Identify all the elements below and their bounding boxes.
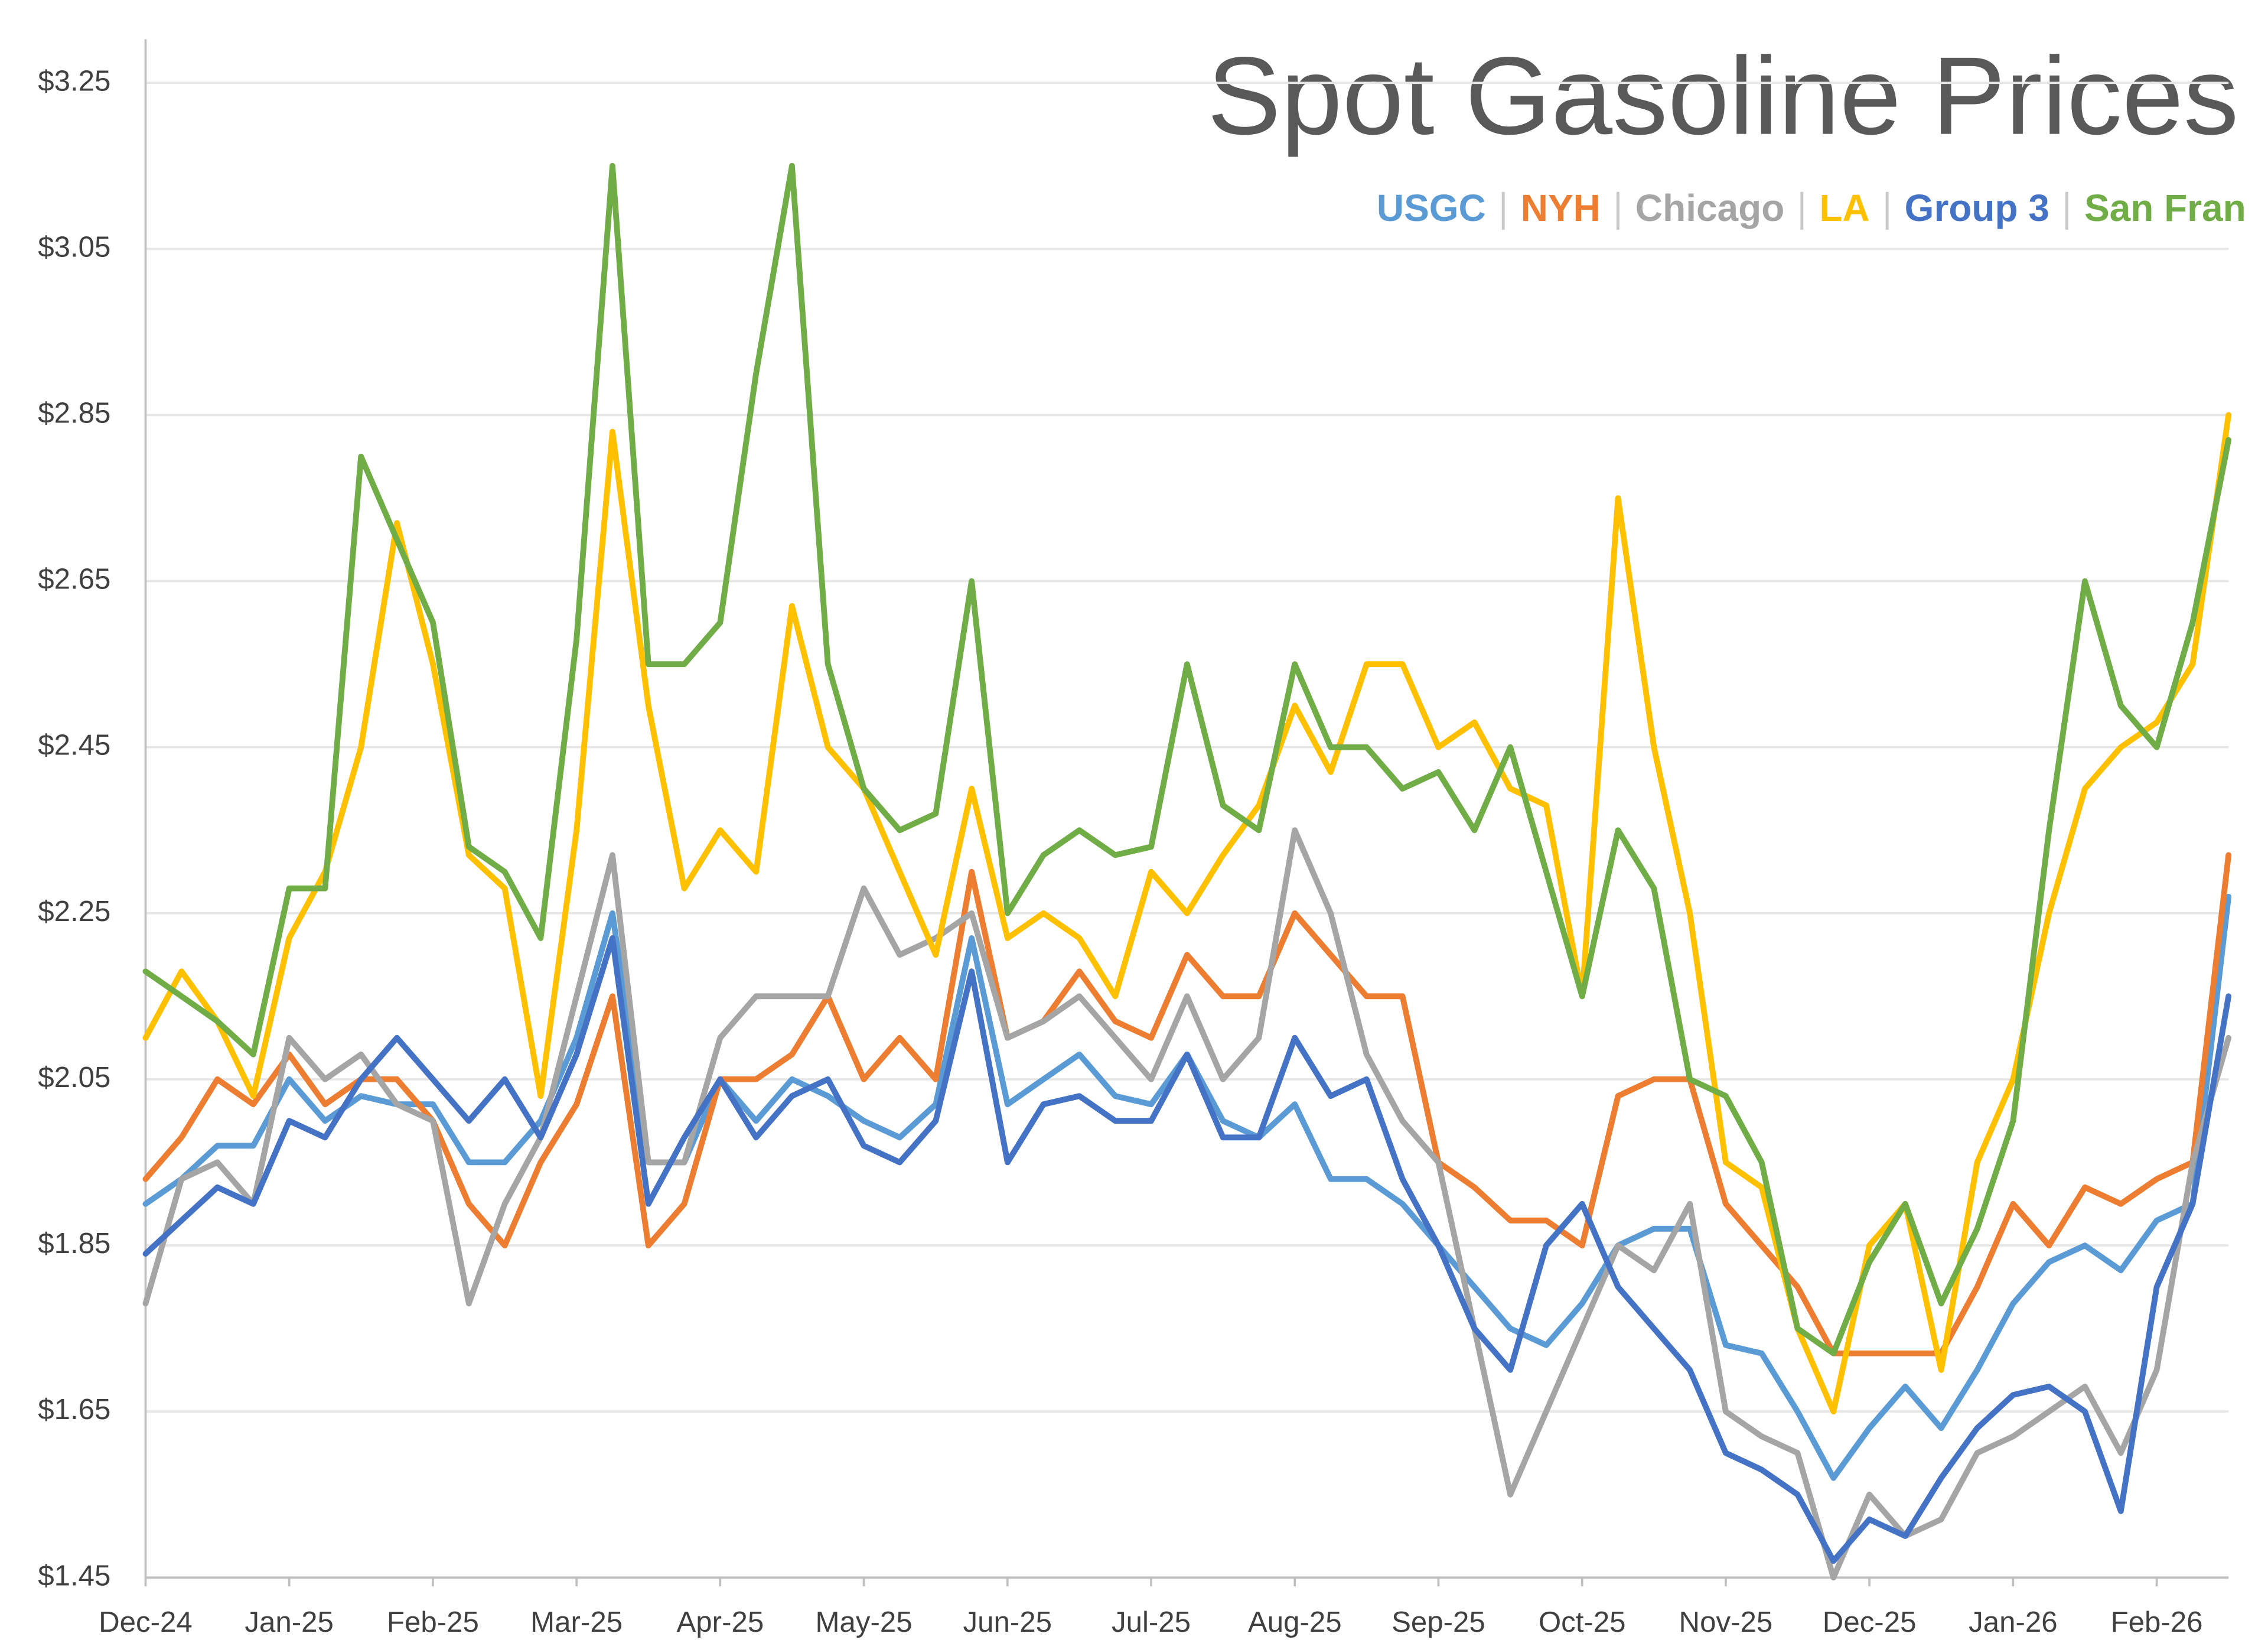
series-line <box>142 412 2232 1415</box>
series-line <box>142 162 2232 1356</box>
x-tick-label: Sep-25 <box>1392 1606 1485 1638</box>
x-tick-label: Mar-25 <box>530 1606 623 1638</box>
y-tick-label: $2.05 <box>38 1061 110 1094</box>
legend-entry: Chicago <box>1635 187 1784 229</box>
y-tick-label: $2.65 <box>38 563 110 596</box>
x-tick-label: Feb-25 <box>387 1606 479 1638</box>
x-tick-label: Feb-26 <box>2111 1606 2203 1638</box>
x-tick-label: Dec-25 <box>1823 1606 1917 1638</box>
y-tick-label: $3.25 <box>38 64 110 97</box>
legend-entry: LA <box>1819 187 1869 229</box>
legend-entry: San Fran <box>2084 187 2246 229</box>
y-tick-label: $2.85 <box>38 396 110 429</box>
series-line <box>142 827 2232 1581</box>
x-tick-label: May-25 <box>816 1606 913 1638</box>
y-tick-label: $3.05 <box>38 230 110 263</box>
x-tick-label: Aug-25 <box>1248 1606 1342 1638</box>
y-tick-label: $1.45 <box>38 1559 110 1592</box>
y-tick-label: $2.25 <box>38 895 110 928</box>
y-tick-label: $1.85 <box>38 1227 110 1260</box>
chart-title: Spot Gasoline Prices <box>1207 34 2238 158</box>
series-line <box>142 935 2232 1564</box>
legend-entry: NYH <box>1521 187 1601 229</box>
legend-entry: Group 3 <box>1905 187 2049 229</box>
legend-entry: USGC <box>1377 187 1486 229</box>
x-tick-label: Oct-25 <box>1539 1606 1626 1638</box>
x-tick-label: Jun-25 <box>963 1606 1052 1638</box>
x-tick-label: Dec-24 <box>99 1606 193 1638</box>
x-tick-label: Apr-25 <box>676 1606 764 1638</box>
y-tick-label: $2.45 <box>38 729 110 762</box>
y-tick-label: $1.65 <box>38 1393 110 1426</box>
x-tick-label: Jul-25 <box>1112 1606 1191 1638</box>
x-tick-label: Nov-25 <box>1679 1606 1773 1638</box>
x-tick-label: Jan-26 <box>1969 1606 2058 1638</box>
x-tick-label: Jan-25 <box>245 1606 334 1638</box>
